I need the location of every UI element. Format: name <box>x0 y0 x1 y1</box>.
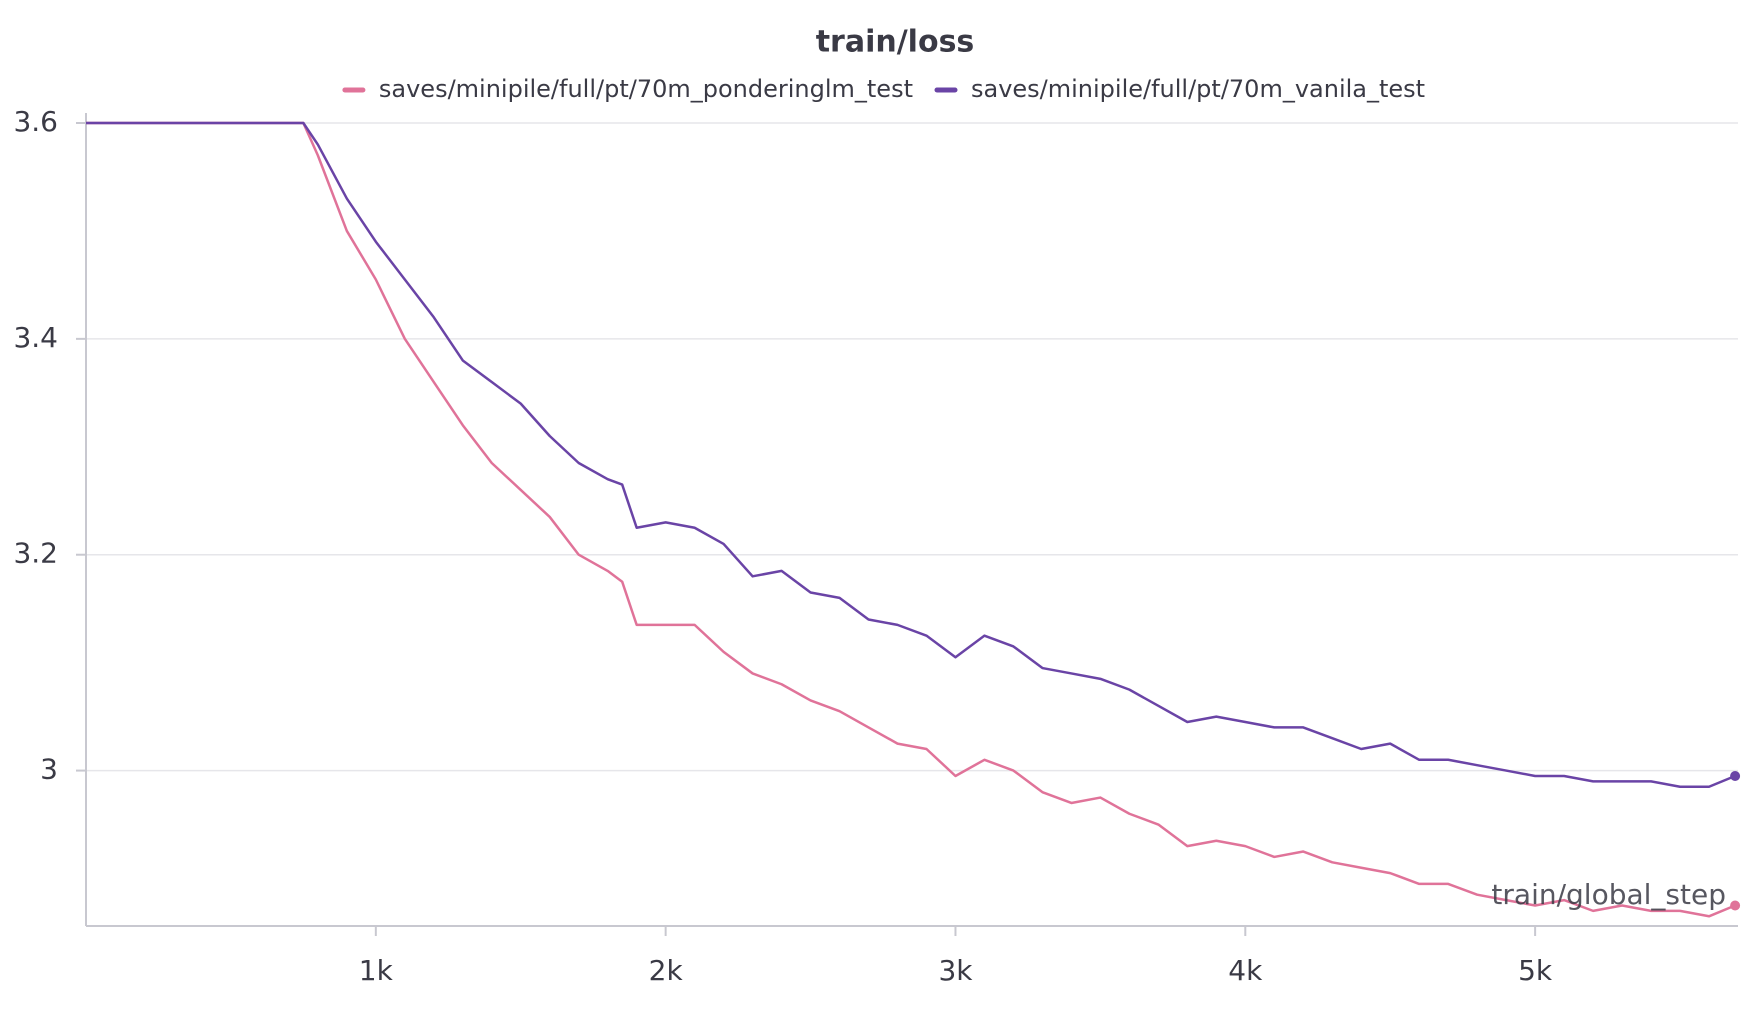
y-tick-label: 3.2 <box>13 537 58 570</box>
x-tick-label: 5k <box>1518 954 1553 987</box>
x-tick-label: 3k <box>938 954 973 987</box>
y-tick-label: 3.4 <box>13 321 58 354</box>
x-tick-label: 4k <box>1228 954 1263 987</box>
y-tick-label: 3 <box>40 753 58 786</box>
series-line <box>86 121 1736 918</box>
x-axis-label: train/global_step <box>1491 878 1726 911</box>
chart-title: train/loss <box>816 25 975 60</box>
series-line <box>86 121 1736 789</box>
x-tick-label: 2k <box>649 954 684 987</box>
y-tick-label: 3.6 <box>13 105 58 138</box>
x-tick-label: 1k <box>359 954 394 987</box>
legend-label: saves/minipile/full/pt/70m_vanila_test <box>971 75 1425 103</box>
end-dot <box>1730 770 1741 781</box>
end-dot <box>1730 900 1741 911</box>
legend-label: saves/minipile/full/pt/70m_ponderinglm_t… <box>379 75 913 103</box>
